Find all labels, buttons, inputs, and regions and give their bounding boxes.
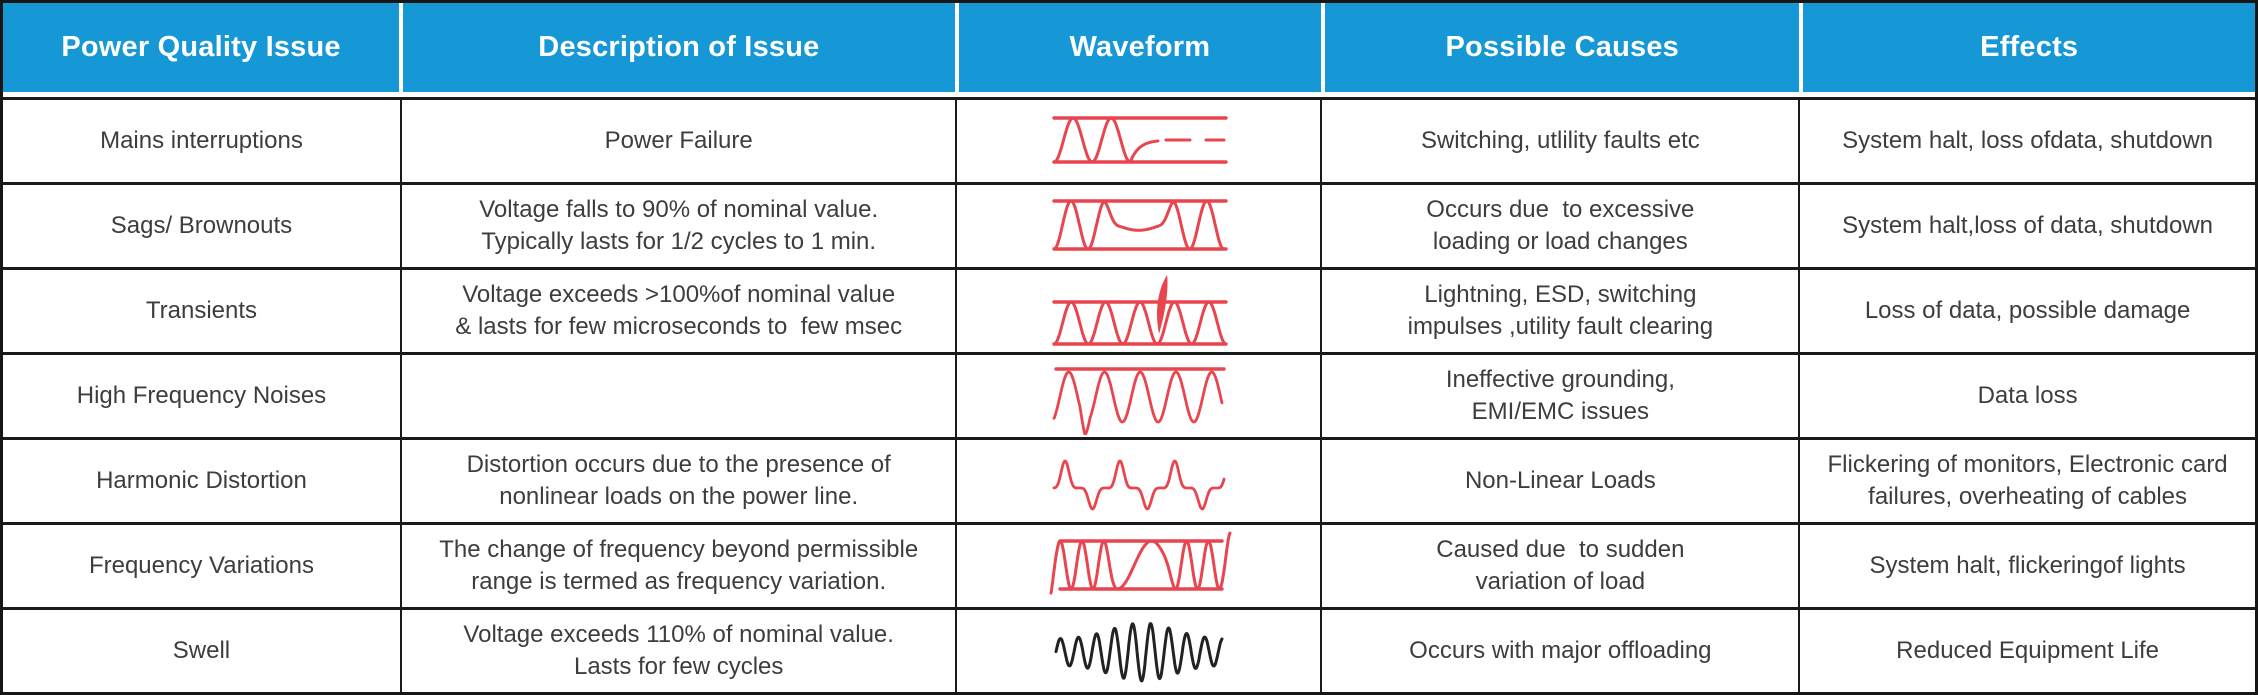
possible-causes-cell: Caused due to sudden variation of load xyxy=(1322,525,1801,607)
issue-cell: Harmonic Distortion xyxy=(3,440,402,522)
harmonic-distortion-waveform-icon xyxy=(1052,459,1226,511)
description-cell: Distortion occurs due to the presence of… xyxy=(402,440,958,522)
table-row: Sags/ Brownouts Voltage falls to 90% of n… xyxy=(3,182,2255,267)
waveform-cell xyxy=(957,440,1323,522)
table-body: Mains interruptions Power Failure Switchin… xyxy=(3,97,2255,692)
description-cell: Voltage exceeds >100%of nominal value & … xyxy=(402,270,958,352)
issue-cell: Transients xyxy=(3,270,402,352)
voltage-sag-waveform-icon xyxy=(1052,199,1228,251)
description-cell: Power Failure xyxy=(402,100,958,182)
waveform-cell xyxy=(957,525,1323,607)
column-header-effects: Effects xyxy=(1803,3,2255,92)
waveform-cell xyxy=(957,270,1323,352)
issue-cell: High Frequency Noises xyxy=(3,355,402,437)
high-frequency-noise-waveform-icon xyxy=(1052,367,1226,435)
frequency-variation-waveform-icon xyxy=(1049,531,1232,595)
waveform-cell xyxy=(957,610,1323,692)
issue-cell: Sags/ Brownouts xyxy=(3,185,402,267)
effects-cell: Flickering of monitors, Electronic card … xyxy=(1827,451,2228,510)
waveform-cell xyxy=(957,355,1323,437)
effects-cell: Data loss xyxy=(1977,382,2078,410)
table-row: Transients Voltage exceeds >100%of nomina… xyxy=(3,267,2255,352)
description-cell: Voltage falls to 90% of nominal value. T… xyxy=(402,185,958,267)
column-header-power-quality-issue: Power Quality Issue xyxy=(3,3,400,92)
table-header-row: Power Quality Issue Description of Issue… xyxy=(3,3,2255,97)
waveform-cell xyxy=(957,100,1323,182)
swell-waveform-icon xyxy=(1054,622,1224,683)
column-header-description-of-issue: Description of Issue xyxy=(403,3,955,92)
effects-cell: Reduced Equipment Life xyxy=(1896,637,2160,665)
issue-cell: Swell xyxy=(3,610,402,692)
column-header-possible-causes: Possible Causes xyxy=(1325,3,1800,92)
description-cell: The change of frequency beyond permissib… xyxy=(402,525,958,607)
possible-causes-cell: Switching, utlility faults etc xyxy=(1322,100,1801,182)
mains-interruption-waveform-icon xyxy=(1052,116,1228,164)
effects-cell: Loss of data, possible damage xyxy=(1864,297,2191,325)
table-row: Frequency Variations The change of freque… xyxy=(3,522,2255,607)
possible-causes-cell: Occurs due to excessive loading or load … xyxy=(1322,185,1801,267)
table-row: Harmonic Distortion Distortion occurs due… xyxy=(3,437,2255,522)
table-row: Swell Voltage exceeds 110% of nominal val… xyxy=(3,607,2255,692)
effects-cell: System halt,loss of data, shutdown xyxy=(1842,212,2214,240)
effects-cell: System halt, flickeringof lights xyxy=(1869,552,2186,580)
possible-causes-cell: Ineffective grounding, EMI/EMC issues xyxy=(1322,355,1801,437)
issue-cell: Frequency Variations xyxy=(3,525,402,607)
table-row: High Frequency Noises Ineffective groundi… xyxy=(3,352,2255,437)
description-cell: Voltage exceeds 110% of nominal value. L… xyxy=(402,610,958,692)
possible-causes-cell: Lightning, ESD, switching impulses ,util… xyxy=(1322,270,1801,352)
description-cell xyxy=(402,355,958,437)
waveform-cell xyxy=(957,185,1323,267)
column-header-waveform: Waveform xyxy=(958,3,1322,92)
possible-causes-cell: Occurs with major offloading xyxy=(1322,610,1801,692)
issue-cell: Mains interruptions xyxy=(3,100,402,182)
possible-causes-cell: Non-Linear Loads xyxy=(1322,440,1801,522)
effects-cell: System halt, loss ofdata, shutdown xyxy=(1842,127,2214,155)
transient-spike-waveform-icon xyxy=(1052,275,1228,346)
table-row: Mains interruptions Power Failure Switchin… xyxy=(3,97,2255,182)
